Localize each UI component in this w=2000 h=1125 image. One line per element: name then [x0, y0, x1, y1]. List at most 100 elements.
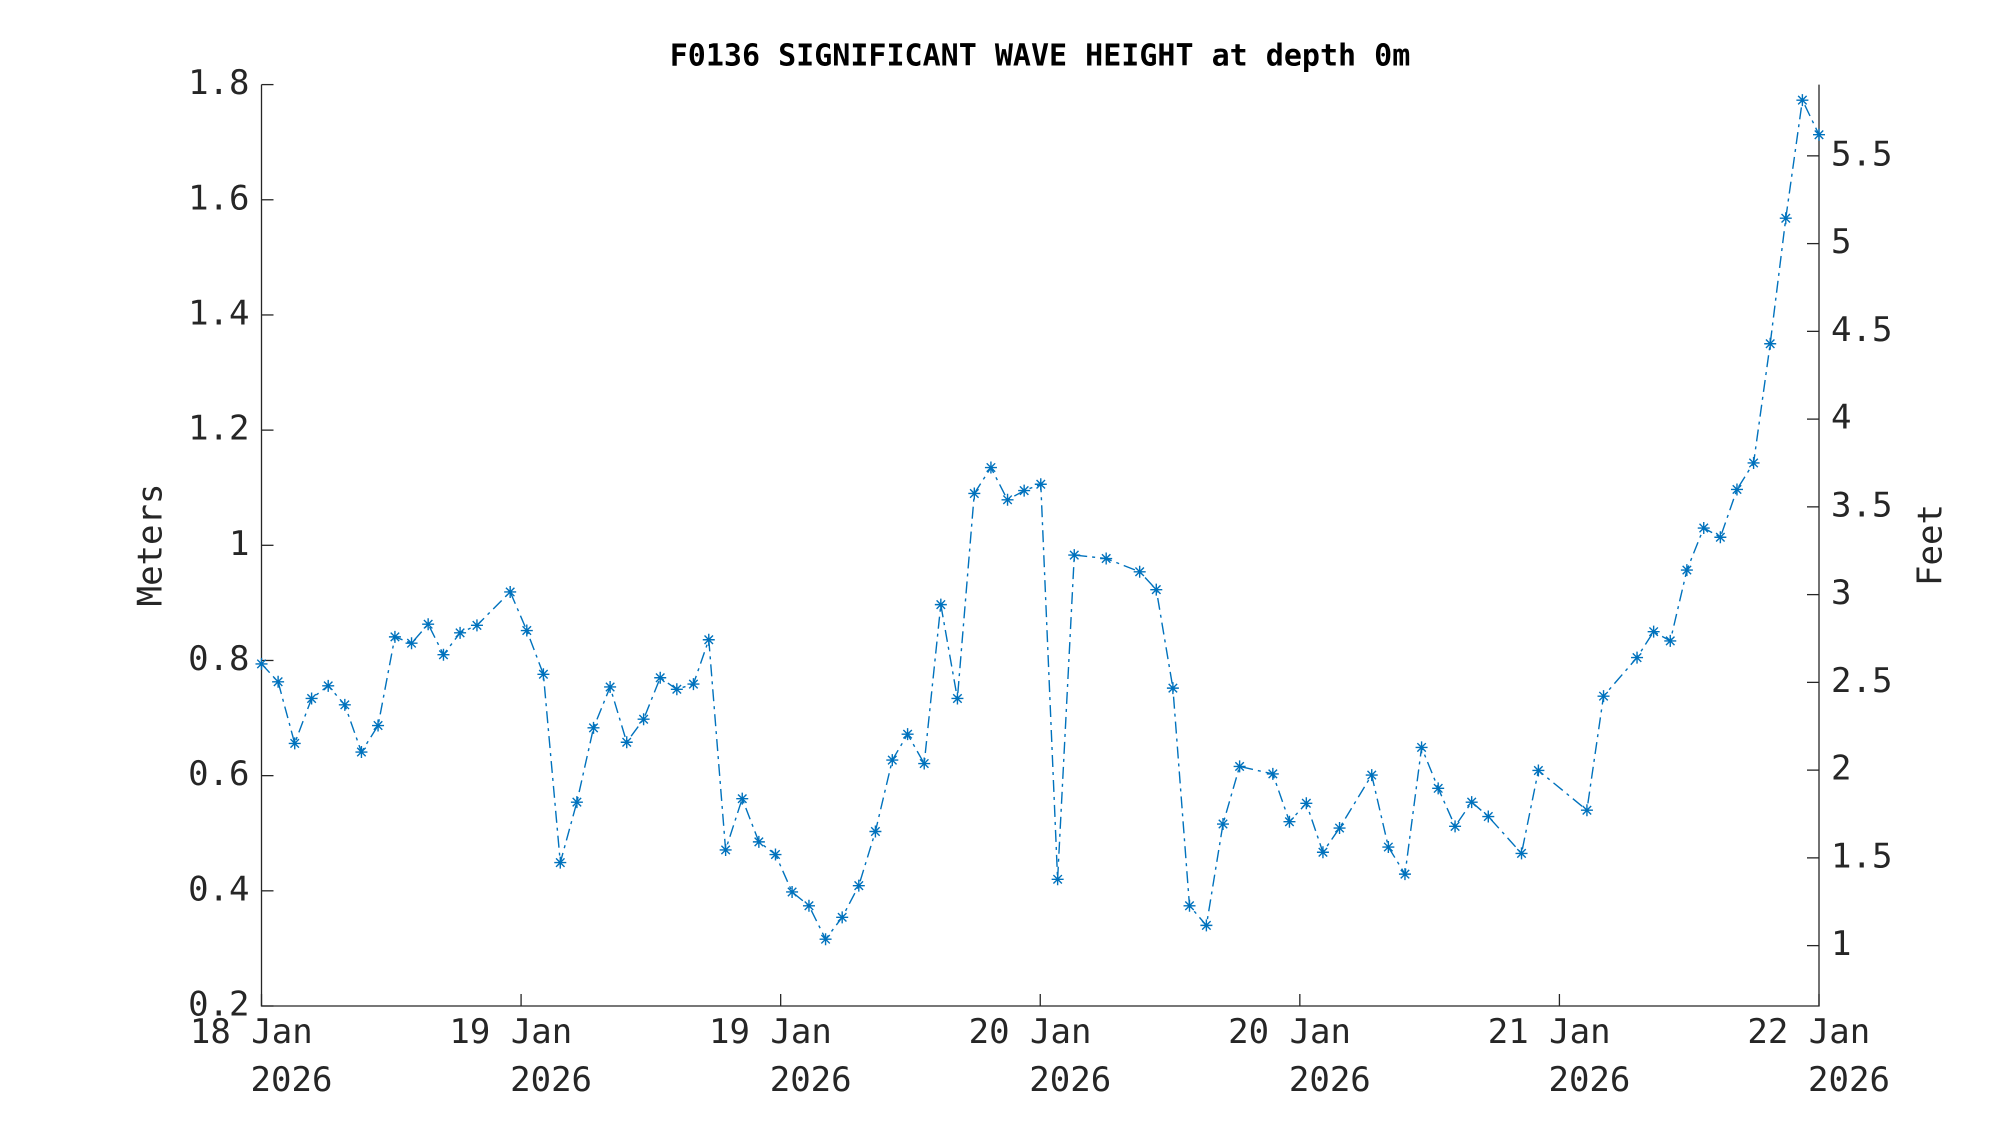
data-point — [1150, 583, 1163, 596]
data-point — [1382, 841, 1395, 854]
data-point — [984, 461, 997, 474]
y-tick-label: 1.4 — [188, 293, 249, 333]
data-point — [886, 754, 899, 767]
data-point — [1166, 682, 1179, 695]
data-point — [1432, 782, 1445, 795]
data-point — [1365, 769, 1378, 782]
data-point — [554, 856, 567, 869]
data-point — [1664, 634, 1677, 647]
data-point — [1482, 810, 1495, 823]
chart-title: F0136 SIGNIFICANT WAVE HEIGHT at depth 0… — [670, 39, 1411, 74]
data-point — [1100, 552, 1113, 565]
data-point — [1183, 899, 1196, 912]
y-tick-label: 0.8 — [188, 639, 249, 679]
data-point — [1217, 818, 1229, 831]
x-tick-label: 20 Jan 2026 — [969, 1012, 1112, 1100]
data-point — [1597, 690, 1610, 703]
data-point — [1415, 741, 1428, 754]
y-tick-label: 1.8 — [188, 63, 249, 103]
data-point — [786, 885, 799, 898]
data-point — [1515, 847, 1528, 860]
data-point — [1680, 564, 1693, 577]
data-point — [1316, 846, 1329, 859]
data-point — [604, 680, 617, 693]
data-point — [901, 728, 914, 741]
data-point — [1133, 565, 1146, 578]
data-point — [819, 933, 832, 946]
data-point — [1034, 478, 1047, 491]
data-point — [719, 843, 732, 856]
data-point — [1730, 483, 1743, 496]
data-point — [255, 657, 268, 670]
data-point — [454, 626, 467, 639]
data-point — [736, 792, 749, 805]
data-point — [620, 736, 633, 749]
data-point — [1233, 760, 1246, 773]
data-point — [1747, 456, 1760, 469]
data-point — [687, 678, 700, 691]
x-tick-label: 21 Jan 2026 — [1488, 1012, 1631, 1100]
data-point — [752, 835, 765, 848]
data-point — [1283, 815, 1296, 828]
data-point — [520, 624, 533, 637]
y-tick-label: 1 — [229, 524, 249, 564]
data-point — [852, 879, 865, 892]
data-point — [437, 648, 450, 661]
data-point — [470, 619, 483, 632]
data-point — [1647, 625, 1660, 638]
data-point — [1266, 767, 1279, 780]
data-point — [405, 637, 418, 650]
data-point — [1200, 919, 1213, 932]
axes-frame — [260, 84, 1820, 1007]
data-line — [260, 97, 1820, 941]
data-point — [272, 675, 285, 688]
data-point — [305, 692, 318, 705]
data-point — [836, 911, 849, 924]
y2-tick-label: 1 — [1831, 924, 1851, 964]
data-point — [338, 698, 351, 711]
y-tick-label: 1.6 — [188, 178, 249, 218]
y-tick-label: 1.2 — [188, 409, 249, 449]
data-point — [802, 899, 815, 912]
data-point — [1580, 804, 1593, 817]
data-point — [388, 630, 401, 643]
data-point — [1465, 796, 1478, 809]
data-point — [1532, 764, 1545, 777]
data-point — [1398, 868, 1411, 881]
data-point — [1001, 493, 1014, 506]
y-axis-label: Meters — [131, 484, 171, 607]
data-point — [422, 618, 435, 631]
y-tick-label: 0.6 — [188, 754, 249, 794]
y2-tick-label: 4 — [1831, 398, 1851, 438]
data-point — [918, 757, 931, 770]
data-point — [1764, 337, 1777, 350]
data-point — [1300, 797, 1313, 810]
data-point — [587, 721, 600, 734]
data-point — [1813, 128, 1825, 141]
data-point — [654, 671, 667, 684]
data-point — [372, 719, 385, 732]
x-tick-label: 18 Jan 2026 — [190, 1012, 333, 1100]
y2-axis-label: Feet — [1911, 504, 1951, 586]
y2-tick-label: 3 — [1831, 573, 1851, 613]
data-point — [934, 598, 947, 611]
data-point — [1333, 822, 1346, 835]
data-point — [1631, 651, 1644, 664]
y2-tick-label: 5.5 — [1831, 134, 1892, 174]
data-point — [1796, 94, 1809, 107]
data-point — [504, 585, 517, 598]
data-point — [1714, 531, 1727, 544]
data-point — [769, 848, 782, 861]
y-tick-label: 0.2 — [188, 985, 249, 1025]
x-tick-label: 19 Jan 2026 — [449, 1012, 592, 1100]
data-point — [1068, 549, 1081, 562]
data-point — [670, 683, 683, 696]
data-point — [537, 668, 550, 681]
y-tick-label: 0.4 — [188, 869, 249, 909]
data-point — [1449, 820, 1462, 833]
data-point — [355, 746, 368, 759]
y2-tick-label: 2.5 — [1831, 661, 1892, 701]
y2-tick-label: 2 — [1831, 749, 1851, 789]
y2-tick-label: 3.5 — [1831, 485, 1892, 525]
